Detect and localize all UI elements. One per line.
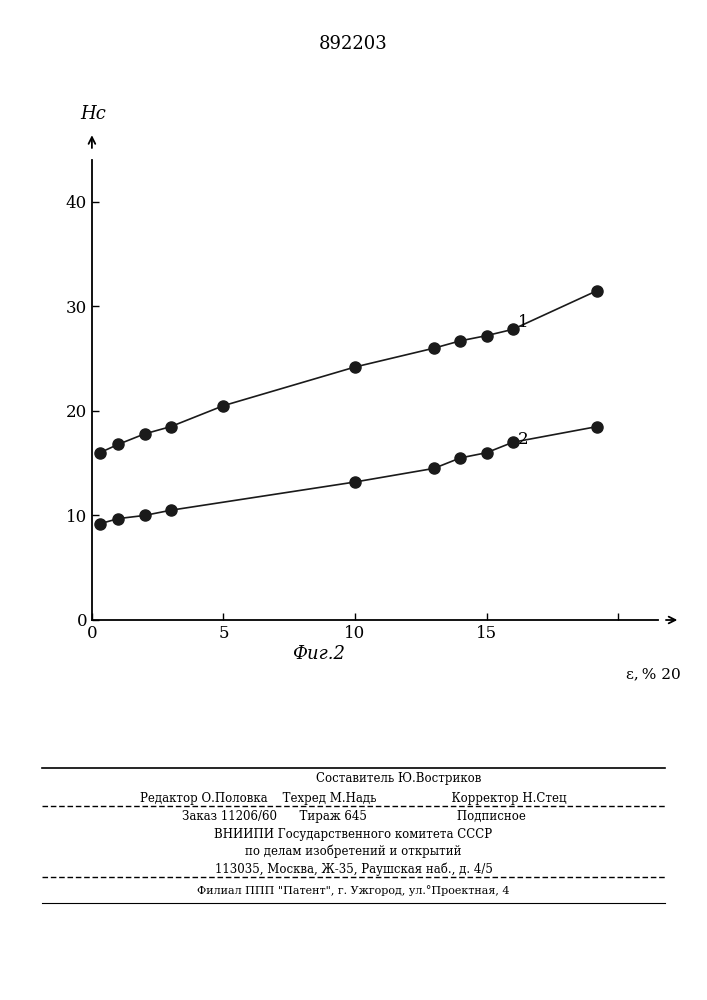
Text: 113035, Москва, Ж-35, Раушская наб., д. 4/5: 113035, Москва, Ж-35, Раушская наб., д. …	[214, 862, 493, 876]
Text: Заказ 11206/60      Тираж 645                        Подписное: Заказ 11206/60 Тираж 645 Подписное	[182, 810, 525, 823]
Text: Фиг.2: Фиг.2	[292, 645, 344, 663]
Text: ВНИИПИ Государственного комитета СССР: ВНИИПИ Государственного комитета СССР	[214, 828, 493, 841]
Text: Составитель Ю.Востриков: Составитель Ю.Востриков	[226, 772, 481, 785]
Text: 2: 2	[518, 431, 529, 448]
Text: 892203: 892203	[319, 35, 388, 53]
Text: Нс: Нс	[81, 105, 107, 123]
Text: Филиал ППП "Патент", г. Ужгород, ул.°Проектная, 4: Филиал ППП "Патент", г. Ужгород, ул.°Про…	[197, 885, 510, 896]
Text: 1: 1	[518, 314, 529, 331]
Text: ε, % 20: ε, % 20	[626, 667, 681, 681]
Text: Редактор О.Половка    Техред М.Надь                    Корректор Н.Стец: Редактор О.Половка Техред М.Надь Коррект…	[140, 792, 567, 805]
Text: по делам изобретений и открытий: по делам изобретений и открытий	[245, 845, 462, 858]
